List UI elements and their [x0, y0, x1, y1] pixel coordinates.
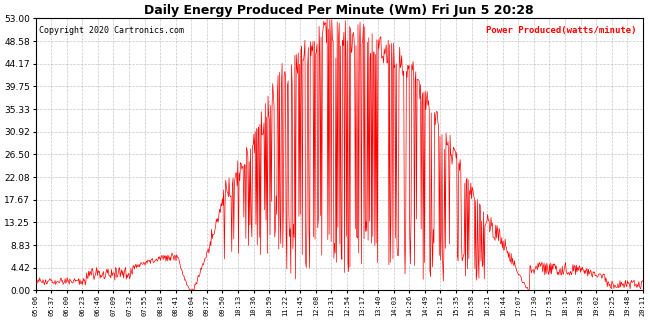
Text: Power Produced(watts/minute): Power Produced(watts/minute)	[486, 27, 637, 36]
Title: Daily Energy Produced Per Minute (Wm) Fri Jun 5 20:28: Daily Energy Produced Per Minute (Wm) Fr…	[144, 4, 534, 17]
Text: Copyright 2020 Cartronics.com: Copyright 2020 Cartronics.com	[38, 27, 184, 36]
